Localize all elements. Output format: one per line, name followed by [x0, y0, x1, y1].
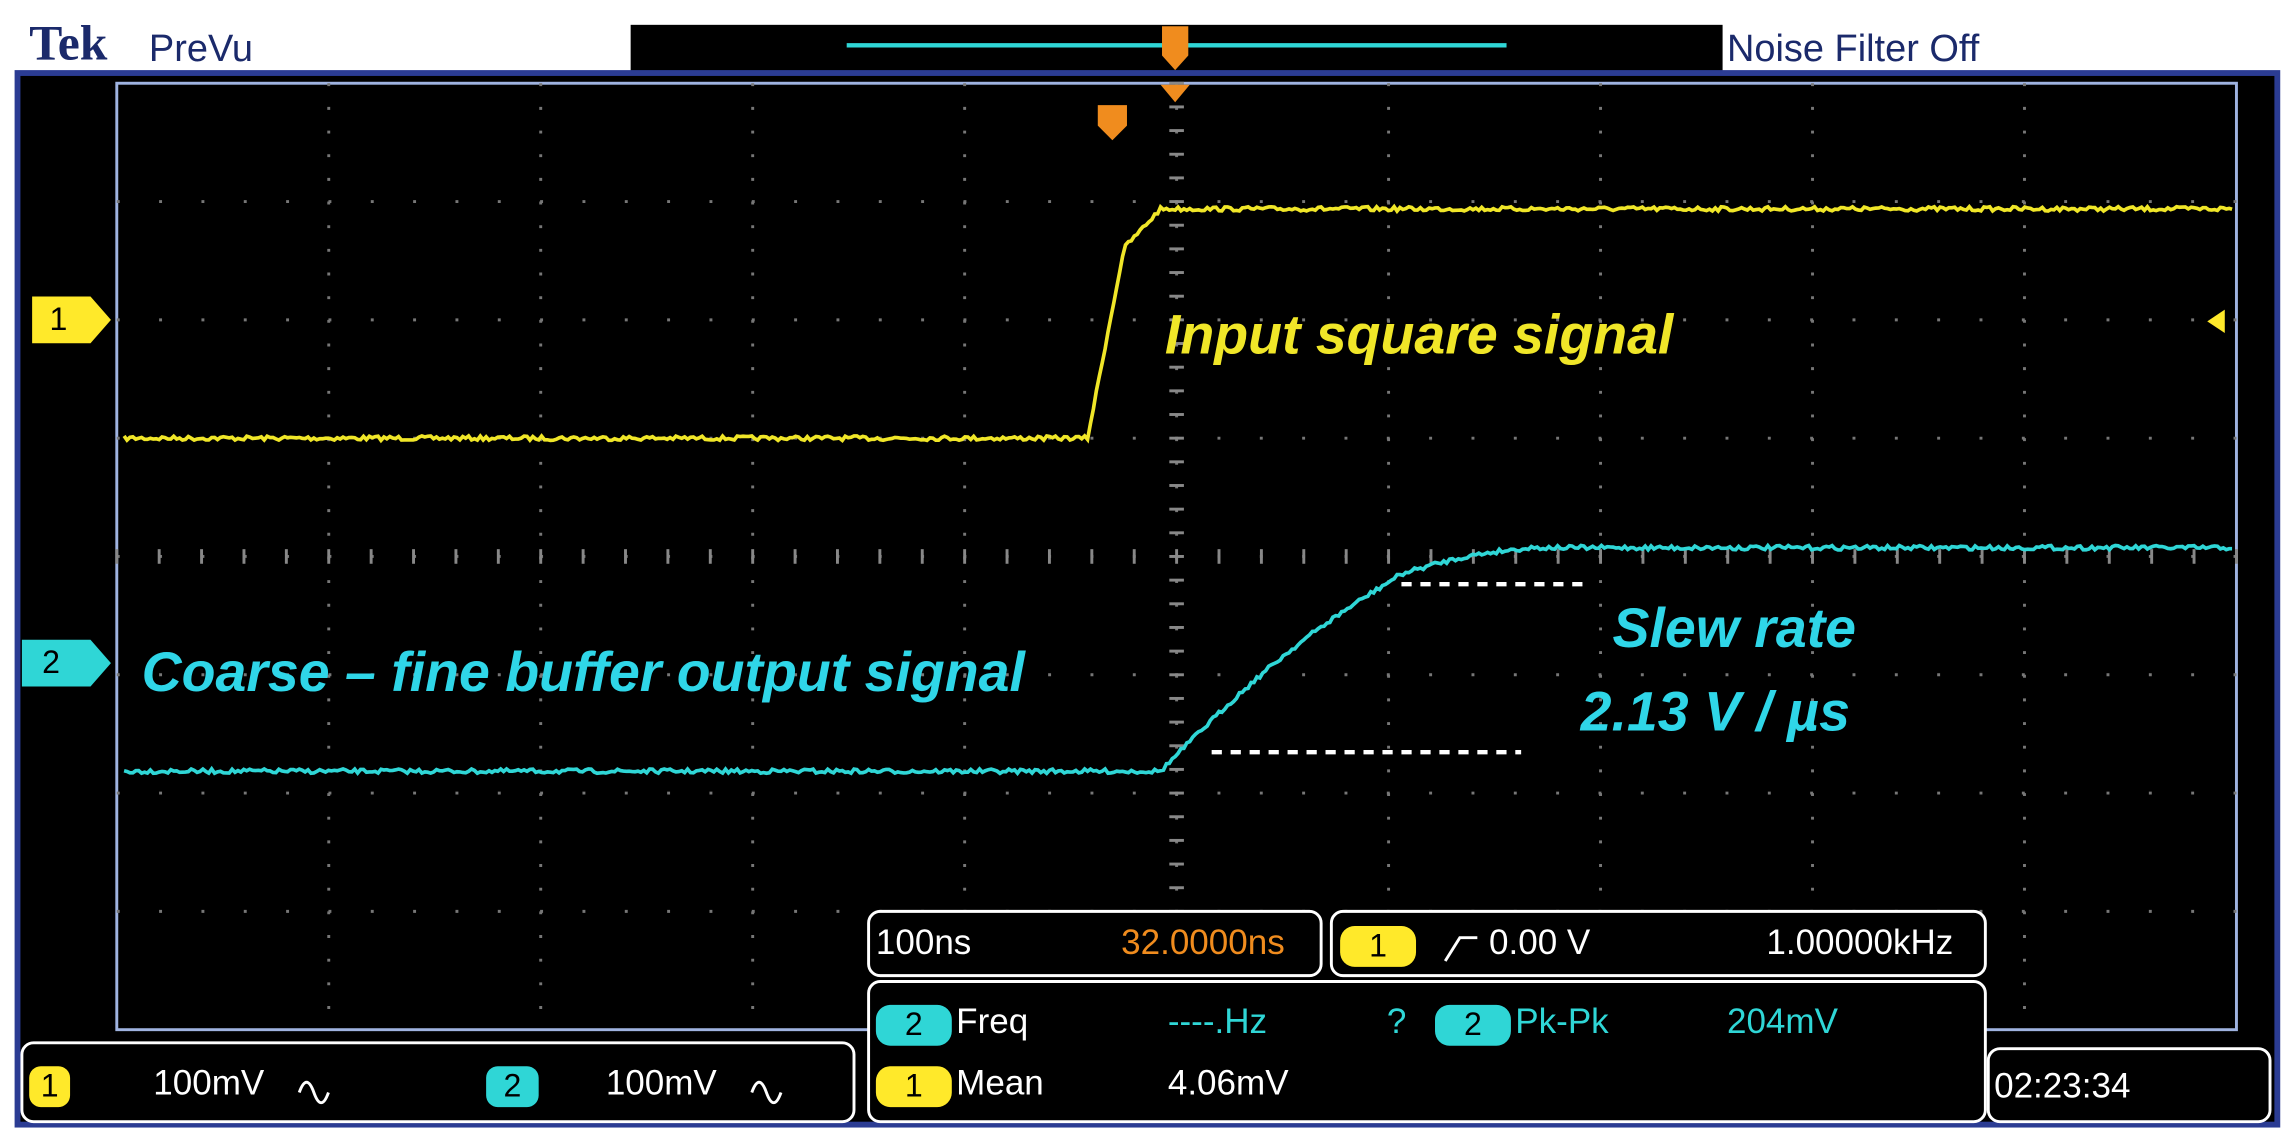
ch2-coupling [750, 1080, 783, 1105]
meas1-status: ? [1387, 1002, 1406, 1041]
trigger-level-marker [2207, 309, 2225, 334]
trigger-badge [1340, 925, 1417, 967]
meas3-value: 4.06mV [1168, 1063, 1289, 1102]
waveform [123, 542, 2233, 777]
output-annotation: Coarse – fine buffer output signal [142, 641, 1027, 703]
horizontal-position: 32.0000ns [1121, 923, 1285, 962]
trigger-marker [1097, 105, 1127, 141]
meas1-badge [875, 1004, 952, 1046]
input-annotation: Input square signal [1165, 303, 1675, 365]
meas1-name: Freq [956, 1002, 1028, 1041]
ch1-marker-label: 1 [49, 301, 67, 337]
slew-label: Slew rate [1613, 597, 1857, 659]
ch1-coupling [297, 1080, 330, 1105]
trigger-frequency: 1.00000kHz [1766, 923, 1953, 962]
trigger-level: 0.00 V [1489, 923, 1591, 962]
meas3-badge [875, 1066, 952, 1108]
trigger-readout [1329, 909, 1987, 978]
meas3-channel: 1 [905, 1068, 923, 1104]
brand: Tek [29, 16, 108, 71]
ch1-marker [32, 296, 111, 344]
ch2-scale: 100mV [606, 1063, 718, 1102]
trigger-position-marker [1162, 26, 1189, 71]
grid [115, 81, 2238, 1030]
clock-box [1986, 1047, 2272, 1124]
timebase: 100ns [876, 923, 971, 962]
noise-filter: Noise Filter Off [1727, 28, 1980, 70]
waveform [122, 203, 2233, 444]
meas2-channel: 2 [1464, 1006, 1482, 1042]
expansion-marker [1160, 84, 1190, 103]
measurement-readout [867, 980, 1987, 1124]
ch1-scale: 100mV [153, 1063, 265, 1102]
ch1-badge-label: 1 [41, 1068, 59, 1104]
meas3-name: Mean [956, 1063, 1044, 1102]
ch2-badge [486, 1066, 539, 1108]
clock: 02:23:34 [1994, 1066, 2130, 1105]
meas2-value: 204mV [1727, 1002, 1839, 1041]
ch1-badge [29, 1066, 71, 1108]
ch2-badge-label: 2 [503, 1068, 521, 1104]
slew-value: 2.13 V / µs [1580, 680, 1850, 742]
trigger-edge [1443, 936, 1478, 962]
vertical-readout [20, 1041, 856, 1124]
mode: PreVu [149, 28, 253, 70]
horizontal-readout [867, 909, 1323, 978]
meas2-name: Pk-Pk [1515, 1002, 1609, 1041]
ch2-marker-label: 2 [42, 644, 60, 680]
ch2-marker [21, 639, 111, 687]
meas1-value: ----.Hz [1168, 1002, 1267, 1041]
meas1-channel: 2 [905, 1006, 923, 1042]
meas2-badge [1435, 1004, 1511, 1046]
trigger-source: 1 [1369, 927, 1387, 963]
traces [122, 203, 2233, 777]
